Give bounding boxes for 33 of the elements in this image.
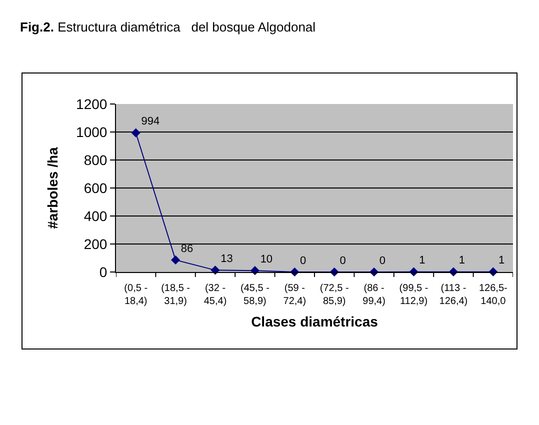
y-tick-label: 1000	[76, 124, 108, 140]
x-tick-label: (113 - 126,4)	[439, 283, 468, 307]
x-tick-label: (99,5 - 112,9)	[399, 283, 428, 307]
x-tick-label: (72,5 - 85,9)	[320, 283, 349, 307]
data-label: 1	[419, 254, 426, 267]
data-label: 1	[458, 254, 465, 267]
point	[250, 266, 260, 276]
y-tick-label: 0	[99, 264, 108, 280]
chart-title: Fig.2. Estructura diamétrica del bosque Algodonal	[20, 20, 316, 35]
x-tick-label: (0,5 - 18,4)	[124, 283, 148, 307]
point	[131, 128, 140, 138]
x-axis-title: Clases diamétricas	[251, 313, 378, 330]
y-tick-label: 400	[84, 208, 108, 224]
data-label: 0	[379, 254, 386, 267]
data-label: 13	[220, 253, 233, 266]
x-tick-label: (18,5 - 31,9)	[161, 283, 190, 307]
data-label: 86	[180, 242, 194, 255]
data-label: 0	[340, 254, 346, 267]
y-axis-title: #arboles /ha	[44, 146, 61, 229]
y-tick-label: 200	[84, 236, 108, 252]
data-label: 0	[300, 254, 306, 267]
y-tick-label: 1200	[76, 96, 108, 112]
x-tick-label: (59 - 72,4)	[283, 283, 306, 307]
x-tick-label: (86 - 99,4)	[362, 283, 386, 307]
data-label: 10	[260, 253, 273, 266]
y-tick-label: 800	[84, 152, 108, 168]
point	[171, 255, 180, 265]
x-tick-label: (32 - 45,4)	[204, 283, 227, 307]
data-label: 1	[498, 254, 505, 267]
data-label: 994	[141, 116, 160, 128]
x-tick-label: (45,5 - 58,9)	[240, 283, 270, 307]
y-tick-label: 600	[84, 180, 108, 196]
x-tick-label: 126,5-140,0	[478, 283, 508, 307]
